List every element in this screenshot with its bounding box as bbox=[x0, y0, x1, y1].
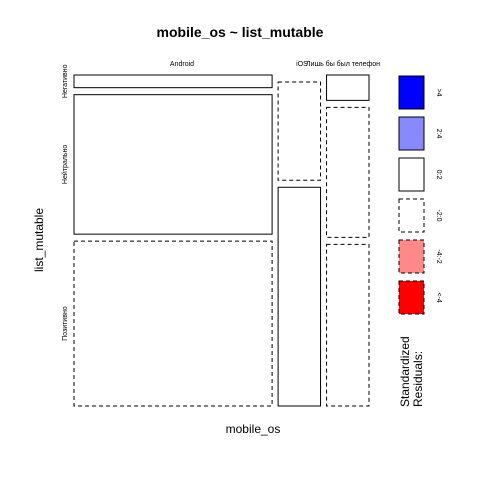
legend-swatch bbox=[398, 116, 425, 151]
legend-title-line-2: Residuals: bbox=[411, 351, 425, 407]
legend-label: 0:2 bbox=[435, 170, 442, 180]
legend-label: >4 bbox=[435, 89, 442, 97]
y-tick-label: Позитивно bbox=[62, 306, 69, 341]
legend-swatch bbox=[398, 280, 425, 315]
y-tick-label: Нейтрально bbox=[61, 145, 69, 184]
x-tick-label: iOS bbox=[296, 61, 308, 68]
legend: >4 2:4 0:2 -2:0 -4:-2 <-4 Standardized Residu… bbox=[398, 75, 442, 407]
chart-title: mobile_os ~ list_mutable bbox=[157, 24, 324, 40]
legend-swatch bbox=[398, 198, 425, 233]
legend-title-line-1: Standardized bbox=[398, 336, 412, 407]
legend-swatch bbox=[398, 239, 425, 274]
mosaic-tile bbox=[326, 106, 370, 238]
y-axis-label: list_mutable bbox=[32, 208, 46, 272]
mosaic-tile bbox=[326, 74, 370, 101]
mosaic-tile bbox=[73, 94, 273, 235]
mosaic-tiles bbox=[73, 74, 370, 407]
x-tick-label: Android bbox=[170, 61, 194, 68]
legend-label: -2:0 bbox=[435, 209, 442, 221]
legend-swatch bbox=[398, 157, 425, 192]
y-tick-labels: Негативно Нейтрально Позитивно bbox=[61, 64, 69, 340]
mosaic-tile bbox=[326, 243, 370, 407]
mosaic-tile bbox=[277, 186, 322, 407]
mosaic-tile bbox=[73, 240, 273, 407]
mosaic-tile bbox=[277, 81, 322, 181]
mosaic-tile bbox=[73, 74, 273, 89]
x-axis-label: mobile_os bbox=[226, 422, 281, 436]
legend-label: <-4 bbox=[435, 292, 442, 302]
y-tick-label: Негативно bbox=[62, 64, 69, 98]
legend-label: -4:-2 bbox=[435, 249, 442, 264]
legend-label: 2:4 bbox=[435, 129, 442, 139]
x-tick-label: Лишь бы был телефон bbox=[306, 60, 380, 68]
legend-swatch bbox=[398, 75, 425, 110]
